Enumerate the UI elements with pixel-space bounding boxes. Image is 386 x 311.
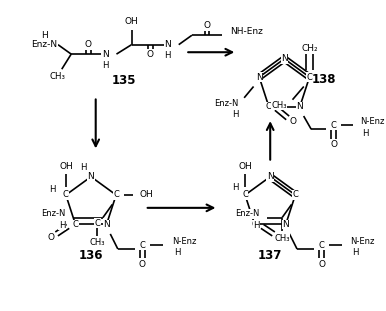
Text: H: H [102,61,108,70]
Text: N: N [164,40,171,49]
Text: C: C [113,190,119,199]
Text: N: N [88,172,94,181]
Text: C: C [331,121,337,130]
Text: CH₃: CH₃ [271,101,287,110]
Text: NH-Enz: NH-Enz [230,27,262,36]
Text: N: N [102,50,108,58]
Text: H: H [362,128,369,137]
Text: OH: OH [140,190,154,199]
Text: N: N [256,72,262,81]
Text: H: H [253,220,259,230]
Text: C: C [94,219,100,228]
Text: O: O [203,21,210,30]
Text: CH₃: CH₃ [90,238,105,247]
Text: O: O [318,260,325,269]
Text: H: H [59,220,65,230]
Text: C: C [94,219,100,228]
Text: C: C [318,241,325,250]
Text: N: N [267,172,274,181]
Text: N-Enz: N-Enz [173,237,197,246]
Text: C: C [242,190,248,199]
Text: C: C [306,72,312,81]
Text: C: C [73,220,78,229]
Text: C: C [63,190,69,199]
Text: 137: 137 [258,248,283,262]
Text: O: O [139,260,146,269]
Text: OH: OH [125,16,139,26]
Text: Enz-N: Enz-N [41,209,65,218]
Text: N: N [281,54,288,63]
Text: Enz-N: Enz-N [32,40,58,49]
Text: 135: 135 [112,74,136,87]
Text: N: N [296,102,303,111]
Text: H: H [164,52,171,61]
Text: H: H [174,248,181,257]
Text: O: O [147,50,154,58]
Text: C: C [252,220,257,229]
Text: O: O [85,40,91,49]
Text: Enz-N: Enz-N [235,209,259,218]
Text: H: H [232,183,239,192]
Text: CH₃: CH₃ [274,234,290,243]
Text: H: H [80,163,87,172]
Text: H: H [352,248,358,257]
Text: C: C [292,190,298,199]
Text: C: C [266,102,272,111]
Text: O: O [290,117,297,126]
Text: H: H [41,31,48,40]
Text: O: O [330,140,337,149]
Text: 138: 138 [312,73,336,86]
Text: C: C [139,241,145,250]
Text: N: N [103,220,110,229]
Text: Enz-N: Enz-N [214,99,239,108]
Text: O: O [47,233,54,242]
Text: H: H [232,110,239,119]
Text: 136: 136 [79,248,103,262]
Text: CH₂: CH₂ [301,44,318,53]
Text: O: O [276,233,283,242]
Text: N-Enz: N-Enz [350,237,374,246]
Text: N-Enz: N-Enz [360,117,384,126]
Text: N: N [282,220,289,229]
Text: CH₃: CH₃ [50,72,66,81]
Text: OH: OH [238,162,252,171]
Text: H: H [49,185,56,194]
Text: OH: OH [59,162,73,171]
